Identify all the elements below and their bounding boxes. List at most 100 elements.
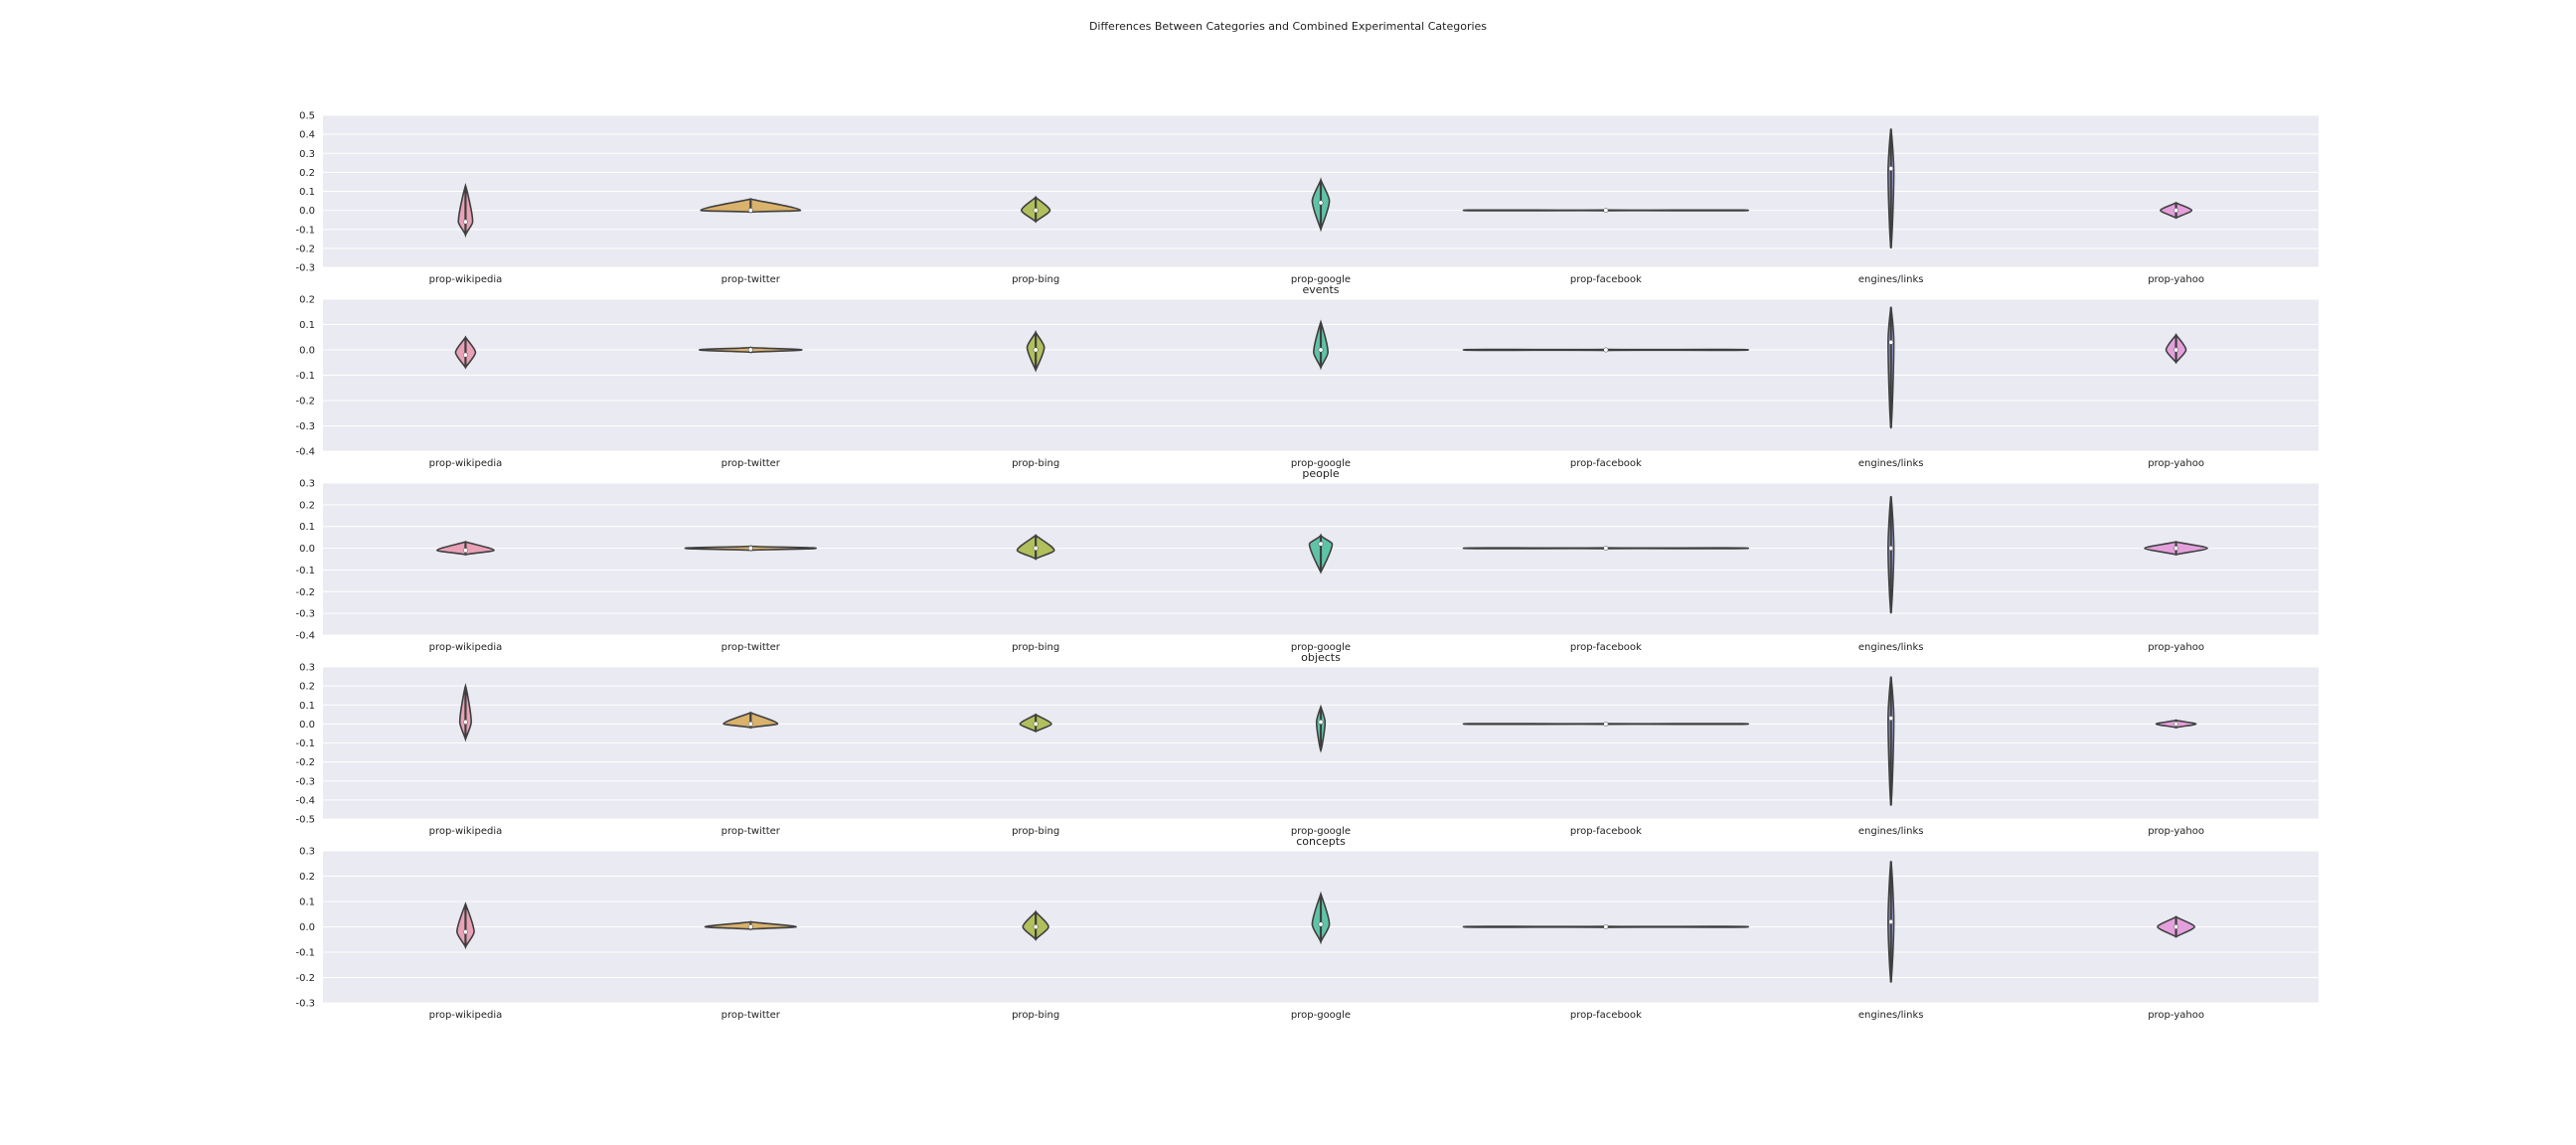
violin-median bbox=[1033, 721, 1039, 727]
panel-1: -0.3 -0.2 -0.1 0.0 0.1 0.2 0.3 0.4 0.5 prop-wikip… bbox=[295, 111, 2319, 296]
violin-median bbox=[1888, 546, 1894, 552]
violin-median bbox=[1318, 720, 1324, 725]
violin-median bbox=[747, 546, 753, 552]
violin-median bbox=[1318, 921, 1324, 927]
x-tick-label: prop-facebook bbox=[1570, 642, 1642, 653]
violin-median bbox=[1033, 924, 1039, 929]
x-tick-label: engines/links bbox=[1858, 458, 1924, 469]
y-tick-label: 0.2 bbox=[299, 682, 315, 693]
violin-median bbox=[2174, 721, 2179, 727]
y-tick-label: 0.3 bbox=[299, 663, 315, 674]
y-tick-label: 0.2 bbox=[299, 168, 315, 179]
y-tick-label: 0.3 bbox=[299, 149, 315, 160]
y-tick-label: 0.1 bbox=[299, 701, 315, 712]
x-tick-label: prop-yahoo bbox=[2148, 458, 2204, 469]
y-tick-label: -0.4 bbox=[295, 795, 315, 806]
x-tick-label: engines/links bbox=[1858, 826, 1924, 837]
x-tick-label: prop-bing bbox=[1012, 274, 1059, 285]
panel-subtitle: people bbox=[1302, 467, 1340, 480]
x-tick-label: prop-twitter bbox=[722, 826, 781, 837]
violin-median bbox=[1318, 347, 1324, 353]
x-tick-label: engines/links bbox=[1858, 642, 1924, 653]
y-tick-label: 0.1 bbox=[299, 320, 315, 331]
violin-median bbox=[1318, 541, 1324, 547]
violin-median bbox=[747, 721, 753, 727]
panel-2: -0.4 -0.3 -0.2 -0.1 0.0 0.1 0.2 prop-wikipedia p… bbox=[295, 295, 2319, 480]
violin-median bbox=[1033, 208, 1039, 214]
x-tick-label: prop-bing bbox=[1012, 1010, 1059, 1021]
y-tick-label: -0.2 bbox=[295, 587, 315, 598]
x-tick-label: prop-facebook bbox=[1570, 1010, 1642, 1021]
y-tick-label: -0.2 bbox=[295, 244, 315, 254]
x-tick-label: prop-twitter bbox=[722, 1010, 781, 1021]
x-tick-label: prop-yahoo bbox=[2148, 826, 2204, 837]
x-tick-label: prop-facebook bbox=[1570, 274, 1642, 285]
x-tick-label: prop-wikipedia bbox=[429, 1010, 503, 1021]
panel-5: -0.3 -0.2 -0.1 0.0 0.1 0.2 0.3 prop-wikipedia pr… bbox=[295, 847, 2319, 1021]
x-tick-label: prop-wikipedia bbox=[429, 642, 503, 653]
y-tick-label: 0.0 bbox=[299, 206, 315, 217]
x-tick-label: engines/links bbox=[1858, 274, 1924, 285]
violin-median bbox=[747, 347, 753, 353]
y-tick-label: 0.0 bbox=[299, 346, 315, 357]
x-tick-label: prop-twitter bbox=[722, 642, 781, 653]
x-tick-label: prop-facebook bbox=[1570, 826, 1642, 837]
violin-median bbox=[1603, 721, 1609, 727]
y-tick-label: 0.2 bbox=[299, 500, 315, 511]
y-tick-label: -0.3 bbox=[295, 263, 315, 274]
x-tick-label: prop-google bbox=[1291, 642, 1351, 653]
x-tick-label: prop-google bbox=[1291, 458, 1351, 469]
violin-median bbox=[747, 208, 753, 214]
violin-median bbox=[1603, 208, 1609, 214]
panel-subtitle: concepts bbox=[1296, 835, 1346, 848]
x-tick-label: prop-wikipedia bbox=[429, 826, 503, 837]
y-tick-label: 0.3 bbox=[299, 847, 315, 858]
violin-median bbox=[1888, 166, 1894, 172]
y-tick-label: 0.0 bbox=[299, 544, 315, 555]
y-tick-label: 0.1 bbox=[299, 898, 315, 908]
violin-median bbox=[2174, 208, 2179, 214]
x-tick-label: prop-wikipedia bbox=[429, 458, 503, 469]
violin-median bbox=[2174, 924, 2179, 929]
y-tick-label: -0.3 bbox=[295, 609, 315, 620]
violin-median bbox=[462, 219, 468, 225]
y-tick-label: 0.2 bbox=[299, 295, 315, 306]
y-tick-label: -0.3 bbox=[295, 421, 315, 432]
violin-median bbox=[1603, 924, 1609, 929]
panel-subtitle: events bbox=[1302, 283, 1339, 296]
x-tick-label: prop-google bbox=[1291, 274, 1351, 285]
y-tick-label: 0.0 bbox=[299, 720, 315, 731]
y-tick-label: -0.1 bbox=[295, 566, 315, 576]
x-tick-label: prop-yahoo bbox=[2148, 274, 2204, 285]
y-tick-label: -0.4 bbox=[295, 447, 315, 458]
panel-4: -0.5 -0.4 -0.3 -0.2 -0.1 0.0 0.1 0.2 0.3 prop-wik… bbox=[295, 663, 2319, 848]
violin-median bbox=[462, 929, 468, 935]
y-tick-label: 0.3 bbox=[299, 479, 315, 490]
figure-title: Differences Between Categories and Combi… bbox=[1089, 20, 1487, 33]
y-tick-label: -0.3 bbox=[295, 776, 315, 787]
x-tick-label: engines/links bbox=[1858, 1010, 1924, 1021]
x-tick-label: prop-wikipedia bbox=[429, 274, 503, 285]
y-tick-label: 0.0 bbox=[299, 922, 315, 933]
violin-median bbox=[1318, 200, 1324, 206]
x-tick-label: prop-bing bbox=[1012, 826, 1059, 837]
y-tick-label: 0.1 bbox=[299, 522, 315, 533]
y-tick-label: 0.5 bbox=[299, 111, 315, 122]
panels: -0.3 -0.2 -0.1 0.0 0.1 0.2 0.3 0.4 0.5 prop-wikip… bbox=[295, 111, 2319, 1021]
violin-median bbox=[1888, 918, 1894, 924]
y-tick-label: -0.2 bbox=[295, 757, 315, 768]
violin-median bbox=[1603, 347, 1609, 353]
y-tick-label: -0.1 bbox=[295, 738, 315, 749]
y-tick-label: -0.1 bbox=[295, 948, 315, 959]
violin-median bbox=[462, 548, 468, 554]
violin-median bbox=[2174, 546, 2179, 552]
y-tick-label: -0.2 bbox=[295, 973, 315, 984]
violin-median bbox=[1033, 546, 1039, 552]
y-tick-label: -0.5 bbox=[295, 815, 315, 826]
x-tick-label: prop-twitter bbox=[722, 458, 781, 469]
y-tick-label: 0.2 bbox=[299, 872, 315, 883]
x-tick-label: prop-google bbox=[1291, 1010, 1351, 1021]
y-tick-label: -0.4 bbox=[295, 631, 315, 642]
violin-median bbox=[1033, 347, 1039, 353]
